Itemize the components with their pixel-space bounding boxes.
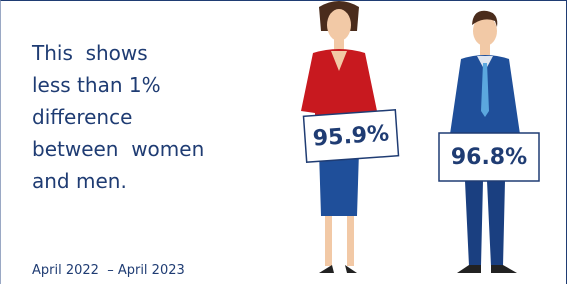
man-sign: 96.8% (439, 133, 539, 181)
woman-sign: 95.9% (304, 110, 399, 162)
woman-figure: 95.9% (312, 121, 390, 151)
infographic: This shows less than 1% difference betwe… (0, 0, 567, 284)
man-figure: 96.8% (451, 145, 527, 170)
figures: 95.9% 96.8% (1, 1, 566, 284)
